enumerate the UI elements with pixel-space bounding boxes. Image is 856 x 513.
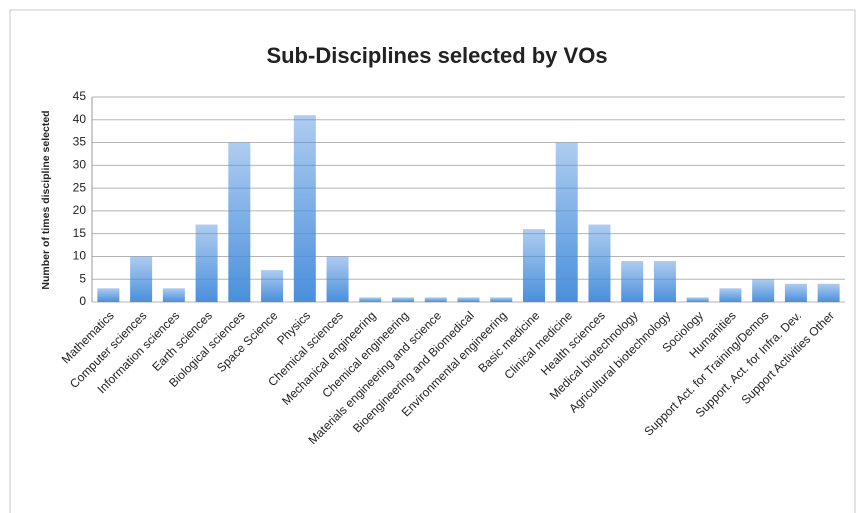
bar xyxy=(490,297,513,302)
bar xyxy=(326,256,349,302)
y-tick-label: 15 xyxy=(73,226,87,240)
bar xyxy=(359,297,382,302)
bar xyxy=(457,297,480,302)
bar xyxy=(686,297,709,302)
chart-title: Sub-Disciplines selected by VOs xyxy=(266,43,607,68)
bar xyxy=(621,261,644,302)
y-tick-label: 35 xyxy=(73,135,87,149)
bar xyxy=(392,297,415,302)
bar xyxy=(293,115,316,302)
bar xyxy=(130,256,153,302)
bar xyxy=(162,288,185,302)
y-tick-label: 25 xyxy=(73,180,87,194)
bar xyxy=(97,288,120,302)
y-tick-label: 45 xyxy=(73,89,87,103)
bar xyxy=(784,283,807,302)
bar xyxy=(522,229,545,302)
bar xyxy=(817,283,840,302)
y-tick-label: 10 xyxy=(73,249,87,263)
bar xyxy=(228,142,251,302)
y-tick-label: 40 xyxy=(73,112,87,126)
bar xyxy=(555,142,578,302)
bar xyxy=(653,261,676,302)
bar xyxy=(424,297,447,302)
bar xyxy=(719,288,742,302)
y-tick-label: 5 xyxy=(79,271,86,285)
y-tick-label: 20 xyxy=(73,203,87,217)
y-axis-label: Number of times discipline selected xyxy=(40,110,52,289)
y-tick-label: 0 xyxy=(79,294,86,308)
y-tick-label: 30 xyxy=(73,158,87,172)
bar xyxy=(588,224,611,302)
bar xyxy=(752,279,775,302)
bar xyxy=(195,224,218,302)
bar xyxy=(261,270,284,302)
